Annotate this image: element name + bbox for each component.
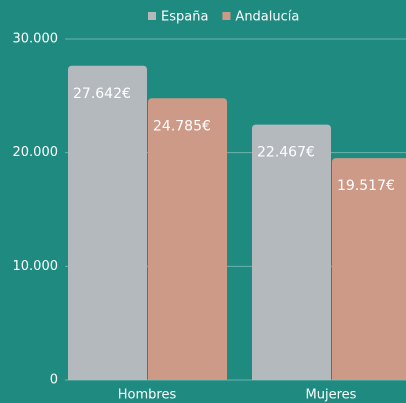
y-tick-label: 0 xyxy=(50,373,58,388)
bar xyxy=(148,98,227,381)
legend-swatch xyxy=(222,12,231,20)
x-tick-label: Hombres xyxy=(118,388,177,403)
value-label: 27.642€ xyxy=(73,86,131,102)
legend-label: España xyxy=(161,10,208,25)
y-tick-label: 10.000 xyxy=(13,259,59,274)
y-tick-label: 30.000 xyxy=(13,32,59,47)
x-tick-label: Mujeres xyxy=(306,388,357,403)
value-label: 22.467€ xyxy=(257,145,315,161)
legend-label: Andalucía xyxy=(235,10,299,25)
bar xyxy=(252,124,331,381)
legend-swatch xyxy=(148,12,156,20)
value-label: 24.785€ xyxy=(153,118,211,134)
value-label: 19.517€ xyxy=(337,178,395,194)
bar xyxy=(68,65,147,380)
y-tick-label: 20.000 xyxy=(13,145,59,160)
bar xyxy=(332,158,406,380)
